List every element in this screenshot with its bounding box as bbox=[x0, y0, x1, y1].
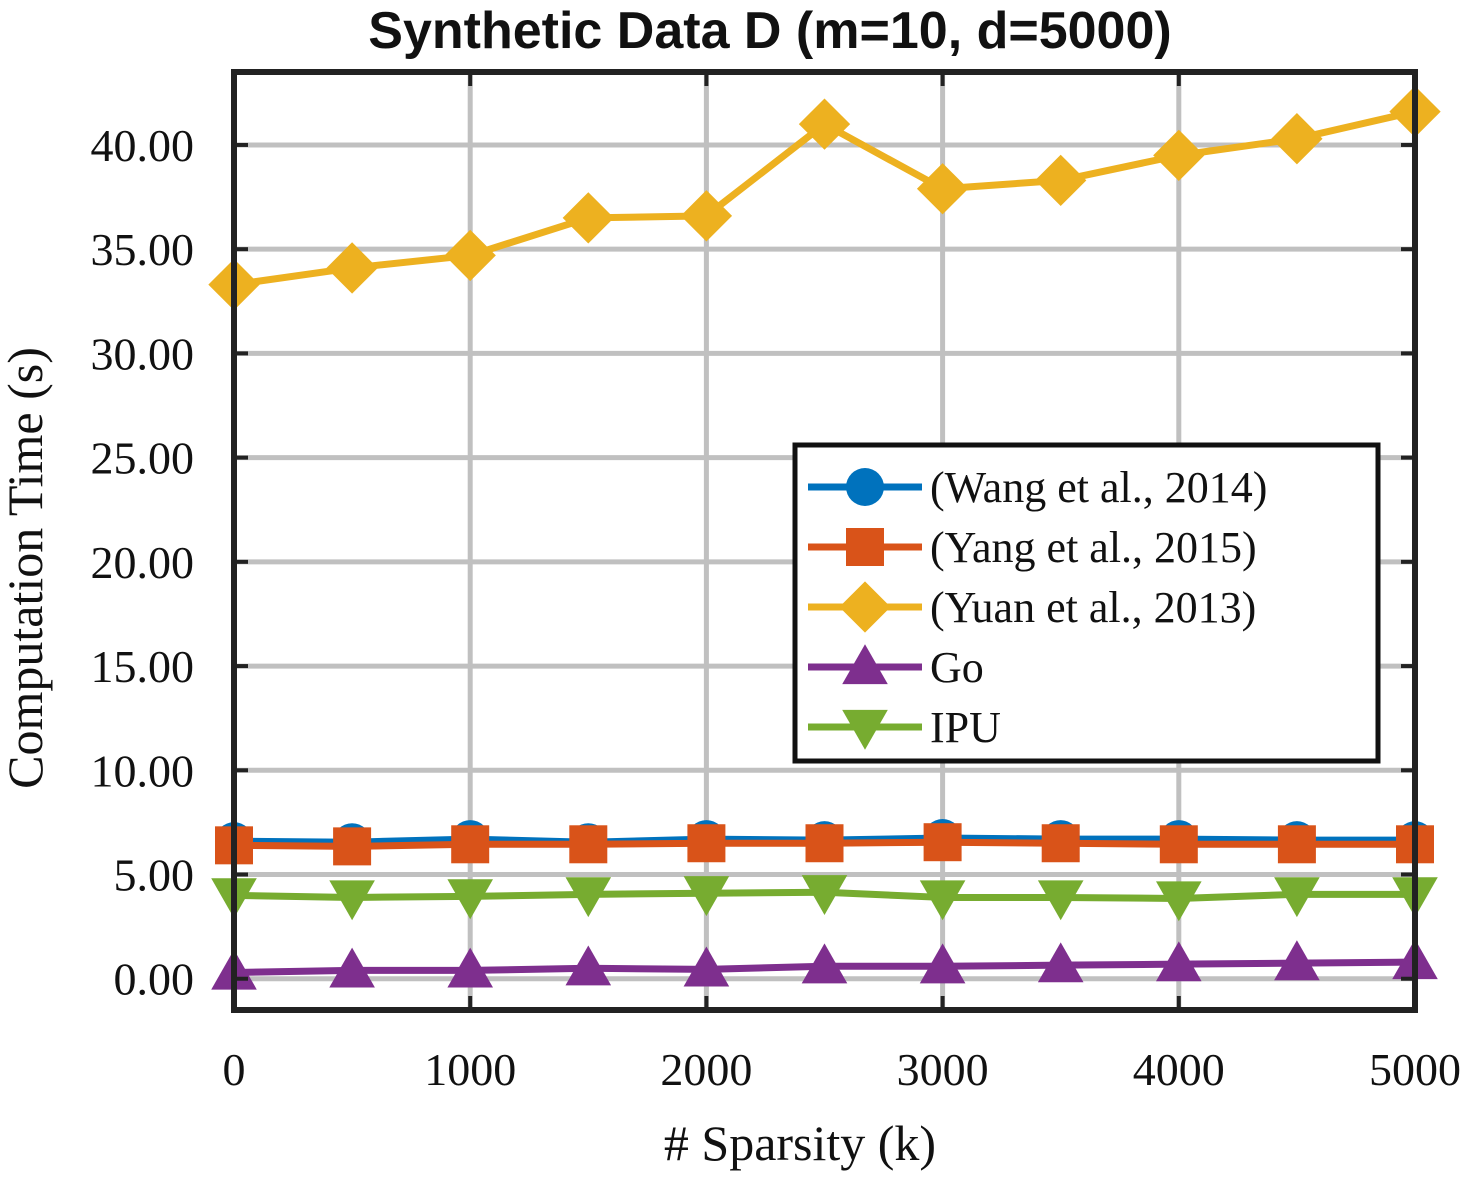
legend-label: (Yang et al., 2015) bbox=[930, 523, 1257, 572]
y-tick-label: 20.00 bbox=[91, 537, 195, 588]
legend-label: IPU bbox=[930, 703, 1001, 752]
legend-label: (Wang et al., 2014) bbox=[930, 463, 1267, 512]
x-axis-label: # Sparsity (k) bbox=[664, 1115, 936, 1171]
x-tick-label: 5000 bbox=[1369, 1044, 1461, 1095]
legend-marker bbox=[846, 468, 884, 506]
series-point bbox=[451, 825, 490, 864]
series-point bbox=[565, 945, 612, 986]
series-4 bbox=[211, 875, 1438, 922]
legend-label: (Yuan et al., 2013) bbox=[930, 583, 1256, 632]
series-point bbox=[569, 825, 608, 864]
legend-marker bbox=[846, 528, 884, 566]
legend-item: (Yuan et al., 2013) bbox=[808, 581, 1256, 633]
series-point bbox=[1274, 940, 1320, 981]
y-tick-label: 10.00 bbox=[91, 745, 195, 796]
series-point bbox=[805, 824, 844, 863]
series-point bbox=[1156, 941, 1202, 982]
x-tick-label: 0 bbox=[223, 1044, 246, 1095]
series-point bbox=[1153, 129, 1205, 182]
series-point bbox=[1156, 881, 1202, 922]
legend-box bbox=[792, 442, 1381, 764]
plot-frame bbox=[231, 69, 1418, 1013]
legend-item: IPU bbox=[808, 703, 1001, 752]
x-tick-label: 1000 bbox=[424, 1044, 516, 1095]
series-point bbox=[1271, 113, 1323, 165]
tick-layer: 0 1000 2000 3000 4000 5000 0.00 5.00 10.00 15.00 2… bbox=[91, 72, 1461, 1095]
series-point bbox=[329, 880, 375, 921]
y-tick-label: 40.00 bbox=[91, 120, 195, 171]
series-point bbox=[801, 875, 848, 916]
legend-item: (Wang et al., 2014) bbox=[808, 463, 1267, 512]
series-point bbox=[919, 880, 966, 921]
series-point bbox=[1041, 824, 1080, 863]
y-tick-label: 35.00 bbox=[91, 224, 195, 275]
series-point bbox=[683, 876, 730, 917]
legend: (Wang et al., 2014) (Yang et al., 2015) (Y… bbox=[792, 442, 1381, 764]
series-point bbox=[1277, 825, 1316, 864]
y-tick-label: 0.00 bbox=[114, 954, 195, 1005]
legend-marker bbox=[842, 644, 888, 685]
series-point bbox=[1035, 154, 1087, 207]
series-point bbox=[447, 879, 493, 920]
series-point bbox=[798, 98, 851, 150]
series-point bbox=[687, 824, 726, 863]
series-point bbox=[1037, 880, 1084, 921]
y-tick-label: 15.00 bbox=[91, 641, 195, 692]
series-3 bbox=[211, 939, 1438, 990]
series-point bbox=[333, 827, 372, 866]
legend-marker bbox=[842, 709, 888, 750]
series-point bbox=[1037, 942, 1084, 983]
x-tick-label: 2000 bbox=[660, 1044, 752, 1095]
series-point bbox=[562, 192, 614, 244]
series-point bbox=[444, 229, 496, 282]
series-point bbox=[919, 943, 966, 984]
series-point bbox=[565, 877, 612, 918]
x-tick-label: 4000 bbox=[1133, 1044, 1225, 1095]
chart-title: Synthetic Data D (m=10, d=5000) bbox=[368, 2, 1171, 60]
legend-item: Go bbox=[808, 643, 984, 692]
series-point bbox=[447, 947, 493, 988]
legend-item: (Yang et al., 2015) bbox=[808, 523, 1257, 572]
y-axis-label: Computation Time (s) bbox=[0, 347, 53, 789]
y-tick-label: 25.00 bbox=[91, 433, 195, 484]
legend-label: Go bbox=[930, 643, 984, 692]
series-point bbox=[683, 946, 730, 987]
series-point bbox=[326, 242, 378, 294]
series-point bbox=[680, 190, 733, 242]
series-point bbox=[923, 823, 962, 862]
series-point bbox=[916, 163, 969, 215]
series-point bbox=[1274, 877, 1320, 918]
series-point bbox=[1159, 825, 1198, 864]
y-tick-label: 5.00 bbox=[114, 850, 195, 901]
series-point bbox=[329, 947, 375, 988]
legend-marker bbox=[839, 581, 891, 633]
x-tick-label: 3000 bbox=[897, 1044, 989, 1095]
series-point bbox=[801, 943, 848, 984]
y-tick-label: 30.00 bbox=[91, 328, 195, 379]
series-layer bbox=[208, 85, 1441, 990]
